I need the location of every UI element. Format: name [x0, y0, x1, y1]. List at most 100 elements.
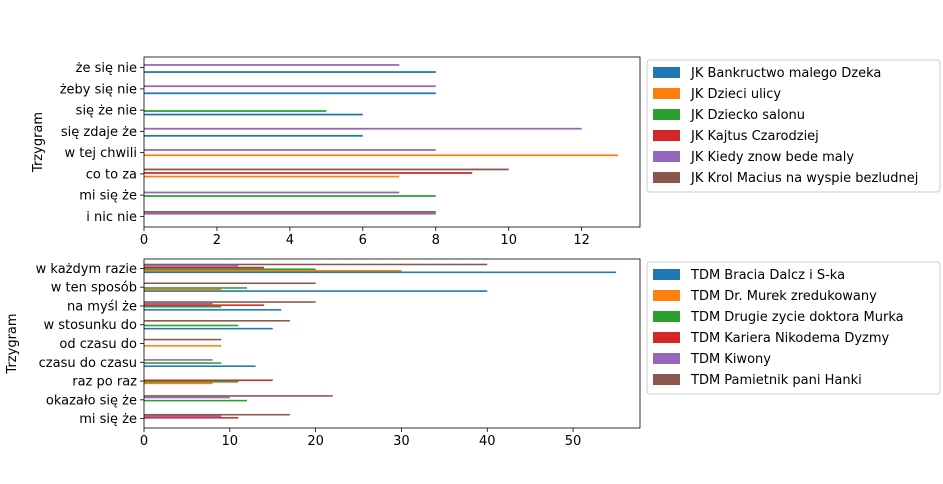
bar — [144, 268, 316, 270]
chart-2: 0 10 20 30 40 50 mi się że okazało się że raz po… — [5, 258, 941, 449]
y-tick-label: w stosunku do — [43, 318, 137, 333]
bar — [144, 191, 400, 194]
bar — [144, 379, 273, 382]
y-tick-label: czasu do czasu — [39, 356, 137, 371]
x-tick-label: 10 — [500, 233, 517, 248]
bar — [144, 211, 436, 213]
bar — [144, 113, 363, 116]
bar — [144, 415, 222, 418]
bar — [144, 271, 616, 274]
y-tick-label: co to za — [86, 167, 137, 182]
bar — [144, 413, 290, 416]
legend-label: TDM Kiwony — [690, 352, 771, 367]
bar — [144, 399, 247, 402]
bar — [144, 324, 239, 327]
legend-swatch — [653, 172, 680, 183]
y-tick-label: się że nie — [76, 104, 137, 119]
x-tick-label: 40 — [479, 434, 496, 449]
y-tick-label: raz po raz — [72, 375, 137, 390]
legend-label: TDM Pamietnik pani Hanki — [690, 373, 862, 388]
y-tick-label: i nic nie — [86, 210, 137, 225]
bar — [144, 327, 273, 330]
bar — [144, 149, 436, 151]
x-tick-label: 10 — [222, 434, 239, 449]
y-axis-label: Trzygram — [31, 112, 46, 173]
legend-swatch — [653, 374, 680, 385]
legend-box — [646, 59, 941, 193]
bar — [144, 110, 327, 112]
legend-label: TDM Bracia Dalcz i S-ka — [690, 268, 845, 283]
y-tick-label: w ten sposób — [51, 281, 137, 296]
chart-1: 0 2 4 6 8 10 12 i nic nie mi się że co to za w tej… — [31, 56, 941, 248]
bar — [144, 345, 222, 347]
x-tick-label: 0 — [140, 434, 148, 449]
bar — [144, 266, 265, 269]
bar — [144, 320, 290, 322]
x-tick-label: 0 — [140, 233, 148, 248]
bar — [144, 175, 400, 178]
legend-label: TDM Drugie zycie doktora Murka — [690, 310, 904, 325]
bar — [144, 168, 509, 171]
bar — [144, 309, 282, 311]
bar — [144, 71, 436, 73]
bar — [144, 154, 619, 157]
legend-swatch — [653, 311, 680, 322]
x-tick-label: 30 — [393, 434, 410, 449]
x-tick-label: 4 — [286, 233, 294, 248]
bar — [144, 417, 239, 419]
plot-frame — [143, 56, 641, 228]
y-tick-label: żeby się nie — [60, 82, 137, 97]
bar — [144, 265, 239, 267]
y-tick-label: mi się że — [79, 412, 137, 427]
legend-swatch — [653, 290, 680, 301]
bar — [144, 305, 222, 308]
bar — [144, 381, 239, 383]
bar — [144, 92, 436, 95]
bar — [144, 134, 363, 137]
x-tick-label: 20 — [307, 434, 324, 449]
x-tick-label: 6 — [359, 233, 367, 248]
bar — [144, 269, 402, 272]
legend-swatch — [653, 269, 680, 280]
y-tick-label: okazało się że — [46, 393, 137, 408]
bar — [144, 288, 222, 291]
legend-swatch — [653, 332, 680, 343]
x-tick-label: 8 — [432, 233, 440, 248]
bar — [144, 304, 265, 306]
legend-label: JK Kiedy znow bede maly — [690, 150, 854, 165]
y-tick-label: mi się że — [79, 189, 137, 204]
legend-swatch — [653, 353, 680, 364]
bar — [144, 365, 256, 367]
bar — [144, 287, 247, 289]
bar — [144, 85, 436, 88]
bar — [144, 64, 400, 66]
legend-swatch — [653, 88, 680, 99]
bar — [144, 290, 488, 292]
bar — [144, 359, 213, 361]
bar — [144, 195, 436, 197]
bar — [144, 302, 213, 305]
legend-swatch — [653, 109, 680, 120]
legend-swatch — [653, 67, 680, 78]
bar — [144, 212, 436, 215]
legend-box — [646, 261, 941, 395]
legend-label: JK Bankructwo malego Dzeka — [690, 66, 881, 81]
bar — [144, 172, 473, 174]
bar — [144, 338, 222, 341]
bar — [144, 362, 222, 364]
legend-label: TDM Kariera Nikodema Dyzmy — [690, 331, 890, 346]
bar — [144, 395, 333, 397]
legend-label: JK Kajtus Czarodziej — [690, 129, 819, 144]
bar — [144, 282, 316, 285]
y-tick-label: że się nie — [76, 61, 137, 76]
bar — [144, 396, 230, 399]
legend-label: JK Dzieci ulicy — [690, 87, 781, 102]
legend-label: JK Dziecko salonu — [690, 108, 805, 123]
legend: TDM Bracia Dalcz i S-ka TDM Dr. Murek zre… — [646, 261, 941, 395]
legend-label: TDM Dr. Murek zredukowany — [690, 289, 877, 304]
y-tick-label: od czasu do — [59, 337, 137, 352]
plot-frame — [143, 258, 641, 429]
y-tick-label: w tej chwili — [65, 146, 137, 161]
